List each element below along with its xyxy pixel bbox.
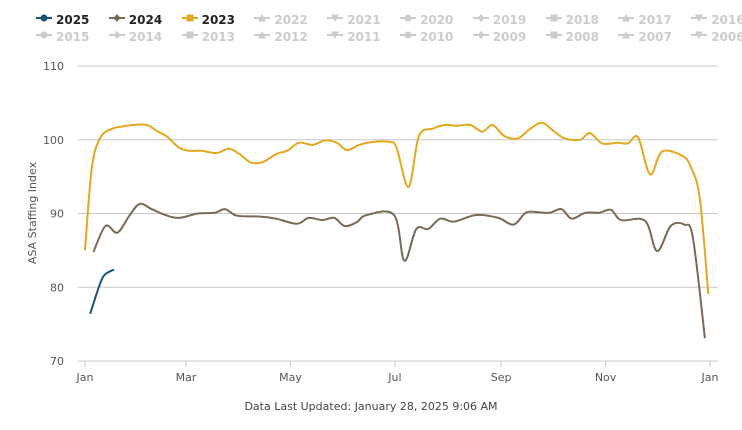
legend-marker-icon bbox=[545, 29, 566, 44]
legend-item-2018[interactable]: 2018 bbox=[545, 12, 599, 27]
legend-label: 2015 bbox=[56, 29, 90, 44]
legend-item-2017[interactable]: 2017 bbox=[618, 12, 672, 27]
legend-item-2008[interactable]: 2008 bbox=[545, 29, 599, 44]
legend-marker-icon bbox=[618, 29, 638, 44]
legend-label: 2025 bbox=[56, 12, 90, 27]
legend-item-2010[interactable]: 2010 bbox=[400, 29, 453, 44]
legend-label: 2021 bbox=[347, 12, 381, 27]
legend-marker-icon bbox=[691, 29, 711, 44]
legend-item-2011[interactable]: 2011 bbox=[327, 29, 381, 44]
legend-label: 2017 bbox=[638, 12, 672, 27]
legend-marker-icon bbox=[108, 29, 129, 44]
x-tick-label: Mar bbox=[176, 371, 197, 384]
legend-marker-icon bbox=[327, 12, 347, 27]
legend-marker-icon bbox=[327, 29, 347, 44]
legend-item-2014[interactable]: 2014 bbox=[108, 29, 163, 44]
legend-label: 2018 bbox=[565, 12, 599, 27]
legend-marker-icon bbox=[472, 29, 493, 44]
legend-marker-icon bbox=[254, 29, 274, 44]
legend-label: 2010 bbox=[420, 29, 454, 44]
y-tick-label: 110 bbox=[43, 60, 64, 73]
x-tick-label: May bbox=[279, 371, 302, 384]
legend-marker-icon bbox=[400, 29, 420, 44]
legend-marker-icon bbox=[254, 12, 274, 27]
legend-label: 2022 bbox=[274, 12, 308, 27]
y-tick-label: 70 bbox=[50, 355, 64, 368]
legend-marker-icon bbox=[108, 12, 129, 27]
x-tick-label: Jul bbox=[387, 371, 401, 384]
legend-label: 2011 bbox=[347, 29, 381, 44]
legend-label: 2013 bbox=[201, 29, 235, 44]
legend-marker-icon bbox=[181, 12, 202, 27]
legend-item-2023[interactable]: 2023 bbox=[181, 12, 235, 27]
legend-item-2015[interactable]: 2015 bbox=[36, 29, 89, 44]
legend-label: 2016 bbox=[711, 12, 742, 27]
legend-item-2021[interactable]: 2021 bbox=[327, 12, 381, 27]
x-tick-label: Nov bbox=[595, 371, 617, 384]
legend-item-2012[interactable]: 2012 bbox=[254, 29, 308, 44]
legend-marker-icon bbox=[36, 12, 56, 27]
y-tick-label: 90 bbox=[50, 208, 64, 221]
series-line-2023[interactable] bbox=[84, 121, 710, 294]
y-tick-label: 80 bbox=[50, 281, 64, 294]
legend-marker-icon bbox=[181, 29, 202, 44]
legend-label: 2007 bbox=[638, 29, 672, 44]
line-chart: 70 80 90 100 110 Jan Mar May Jul Sep Nov Jan ASA S… bbox=[26, 60, 719, 384]
legend-item-2009[interactable]: 2009 bbox=[472, 29, 527, 44]
legend-label: 2006 bbox=[711, 29, 742, 44]
legend-marker-icon bbox=[691, 12, 711, 27]
last-updated-text: Data Last Updated: January 28, 2025 9:06… bbox=[244, 400, 498, 413]
legend-marker-icon bbox=[36, 29, 56, 44]
series-line-2025[interactable] bbox=[89, 268, 115, 315]
legend-item-2007[interactable]: 2007 bbox=[618, 29, 672, 44]
x-tick-label: Sep bbox=[491, 371, 512, 384]
legend-label: 2023 bbox=[201, 12, 235, 27]
legend-marker-icon bbox=[472, 12, 493, 27]
x-tick-label: Jan bbox=[76, 371, 94, 384]
x-tick-label: Jan bbox=[701, 371, 719, 384]
legend-label: 2009 bbox=[492, 29, 527, 44]
y-axis-label: ASA Staffing Index bbox=[26, 161, 39, 264]
legend-label: 2012 bbox=[274, 29, 308, 44]
legend-marker-icon bbox=[400, 12, 420, 27]
legend-marker-icon bbox=[545, 12, 566, 27]
legend-item-2016[interactable]: 2016 bbox=[691, 12, 742, 27]
legend-item-2024[interactable]: 2024 bbox=[108, 12, 163, 27]
legend-marker-icon bbox=[618, 12, 638, 27]
legend-label: 2014 bbox=[128, 29, 163, 44]
legend-item-2019[interactable]: 2019 bbox=[472, 12, 527, 27]
legend-item-2020[interactable]: 2020 bbox=[400, 12, 453, 27]
legend-item-2025[interactable]: 2025 bbox=[36, 12, 89, 27]
legend-item-2013[interactable]: 2013 bbox=[181, 29, 235, 44]
legend-item-2022[interactable]: 2022 bbox=[254, 12, 308, 27]
legend-label: 2024 bbox=[128, 12, 163, 27]
y-tick-label: 100 bbox=[43, 134, 64, 147]
legend-item-2006[interactable]: 2006 bbox=[691, 29, 742, 44]
legend-label: 2019 bbox=[492, 12, 527, 27]
series-line-2024[interactable] bbox=[92, 202, 706, 339]
legend-label: 2008 bbox=[565, 29, 599, 44]
legend-label: 2020 bbox=[420, 12, 454, 27]
